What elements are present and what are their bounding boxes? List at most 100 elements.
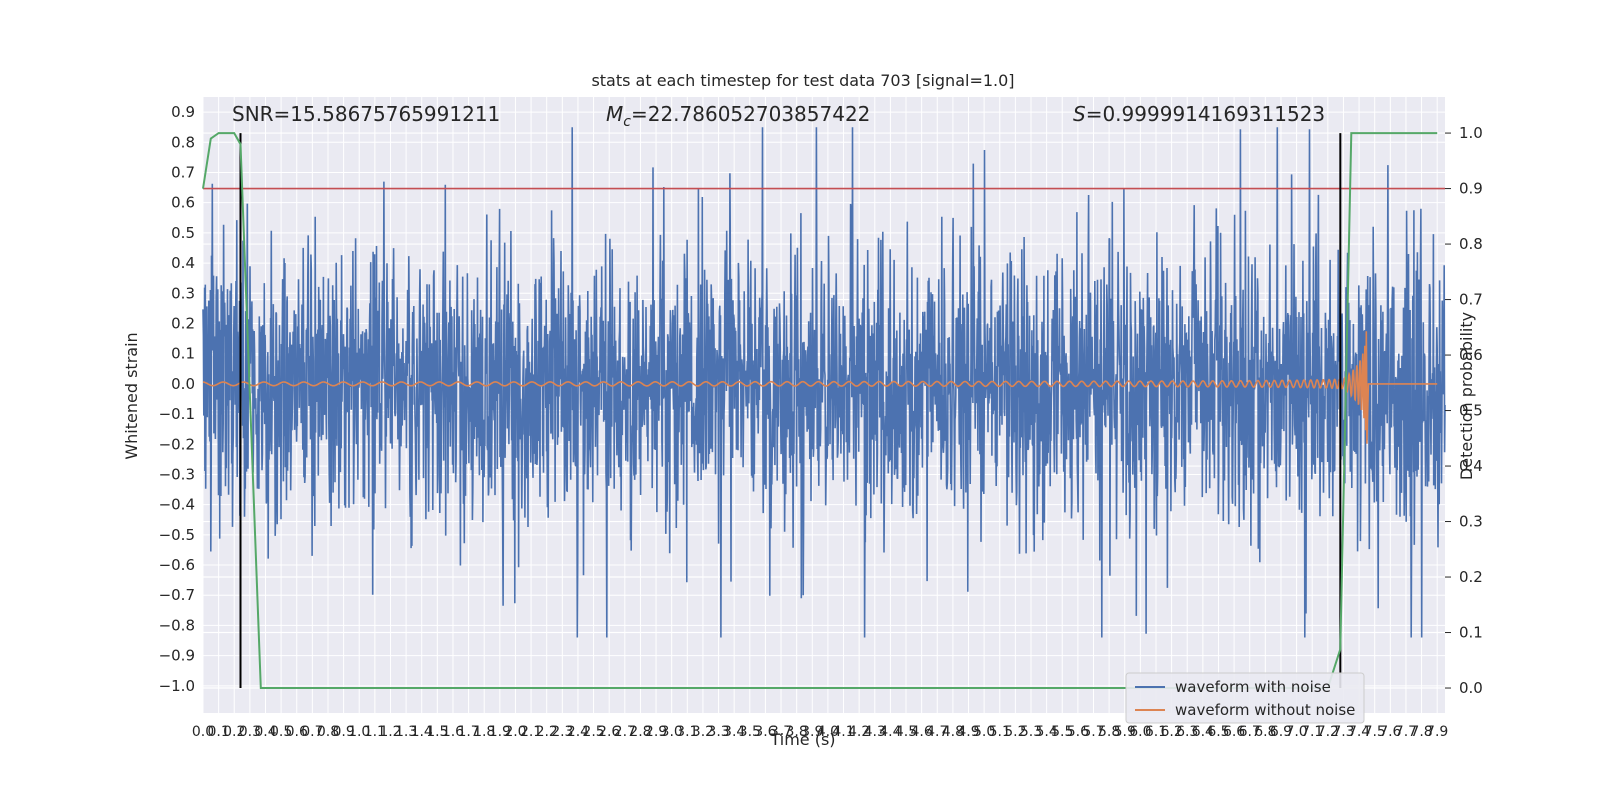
legend: waveform with noise waveform without noi… bbox=[1125, 672, 1365, 724]
x-tick-label: 2.9 bbox=[645, 724, 667, 740]
series-waveform-with-noise bbox=[202, 127, 1446, 638]
x-tick-label: 3.2 bbox=[692, 724, 714, 740]
x-tick-label: 3.7 bbox=[770, 724, 792, 740]
x-tick-label: 4.0 bbox=[817, 724, 839, 740]
x-tick-label: 3.8 bbox=[786, 724, 808, 740]
x-tick-label: 7.0 bbox=[1285, 724, 1307, 740]
x-tick-label: 5.0 bbox=[973, 724, 995, 740]
y-right-tick-label: 0.8 bbox=[1459, 235, 1483, 253]
x-tick-label: 3.1 bbox=[676, 724, 698, 740]
x-tick-label: 5.5 bbox=[1051, 724, 1073, 740]
x-tick-label: 7.7 bbox=[1395, 724, 1417, 740]
x-tick-label: 0.3 bbox=[239, 724, 261, 740]
clean-waveform-line bbox=[203, 331, 1438, 444]
y-tick-label: −0.4 bbox=[159, 496, 195, 514]
y-tick-label: −0.1 bbox=[159, 405, 195, 423]
y-right-tick-label: 0.1 bbox=[1459, 624, 1483, 642]
x-tick-label: 5.4 bbox=[1035, 724, 1057, 740]
y-right-tick-label: 0.7 bbox=[1459, 291, 1483, 309]
x-tick-label: 6.3 bbox=[1176, 724, 1198, 740]
y-right-tick-label: 0.0 bbox=[1459, 679, 1483, 697]
y-tick-label: −0.7 bbox=[159, 586, 195, 604]
y-right-tick-label: 0.4 bbox=[1459, 457, 1483, 475]
y-tick-label: 0.9 bbox=[171, 103, 195, 121]
x-tick-label: 2.0 bbox=[504, 724, 526, 740]
tick-labels: 0.00.10.20.30.40.50.60.70.80.91.01.11.21… bbox=[159, 103, 1483, 740]
x-tick-label: 4.7 bbox=[926, 724, 948, 740]
x-tick-label: 2.5 bbox=[582, 724, 604, 740]
x-tick-label: 0.8 bbox=[317, 724, 339, 740]
y-tick-label: 0.2 bbox=[171, 314, 195, 332]
x-tick-label: 0.2 bbox=[223, 724, 245, 740]
x-tick-label: 1.3 bbox=[395, 724, 417, 740]
x-tick-label: 2.4 bbox=[567, 724, 589, 740]
y-tick-label: 0.3 bbox=[171, 284, 195, 302]
y-right-tick-label: 0.5 bbox=[1459, 402, 1483, 420]
y-tick-label: −0.6 bbox=[159, 556, 195, 574]
y-tick-label: 0.5 bbox=[171, 224, 195, 242]
y-right-axis-label: Detection probability bbox=[1457, 312, 1476, 480]
x-tick-label: 6.6 bbox=[1223, 724, 1245, 740]
x-tick-label: 3.9 bbox=[801, 724, 823, 740]
y-tick-label: −0.3 bbox=[159, 465, 195, 483]
y-right-tick-label: 0.3 bbox=[1459, 513, 1483, 531]
detection-probability-line bbox=[202, 132, 1438, 689]
x-tick-label: 7.2 bbox=[1317, 724, 1339, 740]
x-tick-label: 1.9 bbox=[489, 724, 511, 740]
x-tick-label: 6.8 bbox=[1254, 724, 1276, 740]
x-axis-label: Time (s) bbox=[769, 730, 835, 749]
x-tick-label: 2.3 bbox=[551, 724, 573, 740]
x-tick-label: 3.5 bbox=[739, 724, 761, 740]
x-tick-label: 3.4 bbox=[723, 724, 745, 740]
y-tick-label: 0.8 bbox=[171, 133, 195, 151]
y-tick-label: 0.0 bbox=[171, 375, 195, 393]
x-tick-label: 2.6 bbox=[598, 724, 620, 740]
x-tick-label: 5.7 bbox=[1082, 724, 1104, 740]
x-tick-label: 4.3 bbox=[864, 724, 886, 740]
x-tick-label: 7.3 bbox=[1332, 724, 1354, 740]
x-tick-label: 1.1 bbox=[364, 724, 386, 740]
x-tick-label: 0.4 bbox=[254, 724, 276, 740]
x-tick-label: 0.7 bbox=[301, 724, 323, 740]
y-tick-label: −0.2 bbox=[159, 435, 195, 453]
x-tick-label: 2.2 bbox=[536, 724, 558, 740]
noise-waveform-line bbox=[202, 127, 1446, 638]
x-tick-label: 6.9 bbox=[1270, 724, 1292, 740]
series-waveform-without-noise bbox=[203, 331, 1438, 444]
y-right-tick-label: 0.9 bbox=[1459, 180, 1483, 198]
x-tick-label: 4.9 bbox=[957, 724, 979, 740]
x-tick-label: 6.2 bbox=[1160, 724, 1182, 740]
x-tick-label: 4.4 bbox=[879, 724, 901, 740]
x-tick-label: 6.4 bbox=[1192, 724, 1214, 740]
x-tick-label: 1.4 bbox=[411, 724, 433, 740]
x-tick-label: 7.1 bbox=[1301, 724, 1323, 740]
x-tick-label: 0.6 bbox=[286, 724, 308, 740]
x-tick-label: 1.7 bbox=[457, 724, 479, 740]
x-tick-label: 1.2 bbox=[379, 724, 401, 740]
snr-annotation: SNR=15.58675765991211 bbox=[232, 102, 500, 126]
x-tick-label: 0.1 bbox=[207, 724, 229, 740]
y-right-tick-label: 1.0 bbox=[1459, 124, 1483, 142]
x-tick-label: 0.9 bbox=[332, 724, 354, 740]
x-tick-label: 3.0 bbox=[661, 724, 683, 740]
x-tick-label: 4.1 bbox=[832, 724, 854, 740]
x-tick-label: 7.6 bbox=[1379, 724, 1401, 740]
score-annotation: S=0.9999914169311523 bbox=[1073, 102, 1325, 126]
y-tick-label: −0.9 bbox=[159, 647, 195, 665]
y-tick-label: 0.1 bbox=[171, 345, 195, 363]
x-tick-label: 1.8 bbox=[473, 724, 495, 740]
x-tick-label: 6.7 bbox=[1239, 724, 1261, 740]
x-tick-label: 7.4 bbox=[1348, 724, 1370, 740]
x-tick-label: 5.8 bbox=[1098, 724, 1120, 740]
x-tick-label: 3.3 bbox=[707, 724, 729, 740]
x-tick-label: 1.0 bbox=[348, 724, 370, 740]
legend-label-clean: waveform without noise bbox=[1175, 701, 1355, 719]
x-tick-label: 4.6 bbox=[911, 724, 933, 740]
overlay-lines bbox=[202, 132, 1445, 689]
x-tick-label: 1.5 bbox=[426, 724, 448, 740]
x-tick-label: 4.2 bbox=[848, 724, 870, 740]
x-tick-label: 7.5 bbox=[1364, 724, 1386, 740]
y-tick-label: 0.6 bbox=[171, 194, 195, 212]
x-tick-label: 4.5 bbox=[895, 724, 917, 740]
